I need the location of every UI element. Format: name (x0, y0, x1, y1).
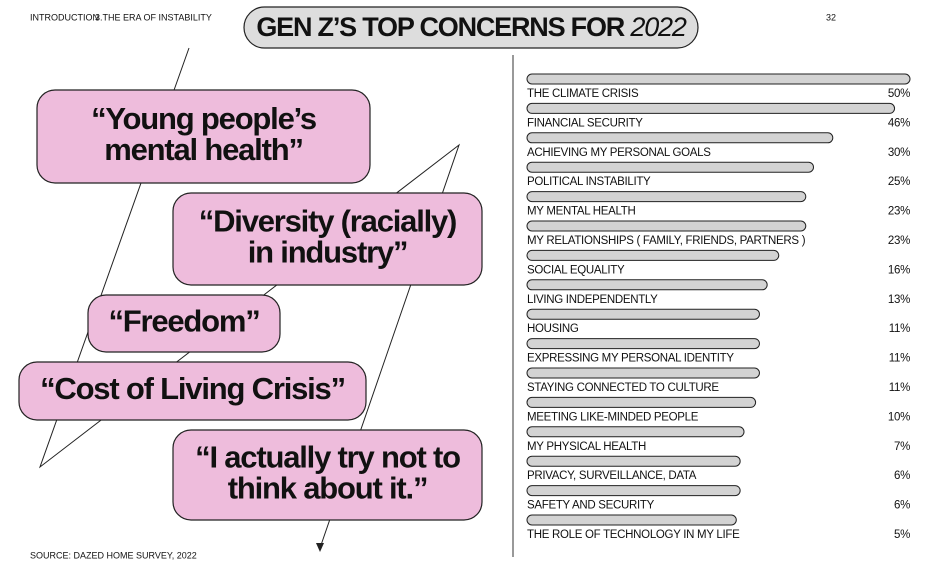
value-label: 46% (888, 117, 910, 129)
category-label: HOUSING (527, 323, 579, 335)
quote-text: “Freedom” (108, 304, 259, 339)
category-label: EXPRESSING MY PERSONAL IDENTITY (527, 353, 734, 365)
value-label: 5% (894, 529, 910, 541)
title-group: GEN Z’S TOP CONCERNS FOR 2022 (256, 12, 687, 42)
page-number: 32 (826, 12, 836, 22)
bar (526, 161, 814, 173)
category-label: PRIVACY, SURVEILLANCE, DATA (527, 470, 697, 482)
category-label: MEETING LIKE-MINDED PEOPLE (527, 411, 699, 423)
category-label: MY PHYSICAL HEALTH (527, 441, 646, 453)
quote-text: in industry” (248, 235, 408, 270)
value-label: 11% (889, 382, 910, 394)
category-label: SOCIAL EQUALITY (527, 264, 625, 276)
bar (526, 338, 760, 350)
bar (526, 455, 741, 467)
bar (526, 102, 896, 114)
category-label: MY RELATIONSHIPS ( FAMILY, FRIENDS, PART… (527, 235, 806, 247)
title-pill (243, 6, 699, 49)
bar (526, 367, 760, 379)
quote-bubble (172, 429, 483, 521)
chart-title: GEN Z’S TOP CONCERNS FOR (256, 12, 624, 42)
bar (526, 485, 741, 497)
value-label: 7% (894, 441, 910, 453)
quote-bubble (172, 192, 483, 286)
chart-title-year: 2022 (629, 12, 686, 42)
quote-text: “Young people’s (91, 101, 316, 136)
value-label: 11% (889, 323, 910, 335)
quote-bubble (87, 294, 281, 353)
category-label: THE ROLE OF TECHNOLOGY IN MY LIFE (527, 529, 740, 541)
category-label: FINANCIAL SECURITY (527, 117, 643, 129)
quote-text: “Diversity (racially) (199, 204, 456, 239)
quote-text: think about it.” (228, 471, 428, 506)
value-label: 50% (888, 88, 910, 100)
value-label: 6% (894, 500, 910, 512)
bar (526, 220, 807, 232)
bar (526, 396, 757, 408)
bar (526, 191, 807, 203)
quote-bubble (18, 361, 367, 421)
category-label: SAFETY AND SECURITY (527, 500, 655, 512)
bar (526, 132, 834, 144)
value-label: 25% (888, 176, 910, 188)
value-label: 13% (888, 294, 910, 306)
bar (526, 249, 780, 261)
bar (526, 426, 745, 438)
value-label: 10% (888, 411, 910, 423)
category-label: THE CLIMATE CRISIS (527, 88, 639, 100)
value-label: 16% (888, 264, 910, 276)
value-label: 6% (894, 470, 910, 482)
chapter: 3.THE ERA OF INSTABILITY (95, 12, 212, 22)
quote-text: “I actually try not to (195, 440, 460, 475)
value-label: 11% (889, 353, 910, 365)
bar (526, 73, 911, 85)
category-label: LIVING INDEPENDENTLY (527, 294, 658, 306)
value-label: 30% (888, 147, 910, 159)
quote-text: mental health” (104, 132, 303, 167)
value-label: 23% (888, 206, 910, 218)
category-label: ACHIEVING MY PERSONAL GOALS (527, 147, 711, 159)
section: INTRODUCTION (30, 12, 99, 22)
bar (526, 514, 737, 526)
bar (526, 279, 768, 291)
source: SOURCE: DAZED HOME SURVEY, 2022 (30, 550, 197, 560)
quote-bubble (36, 89, 371, 184)
quote-text: “Cost of Living Crisis” (40, 371, 345, 406)
value-label: 23% (888, 235, 910, 247)
decor-arrow (316, 543, 324, 552)
category-label: POLITICAL INSTABILITY (527, 176, 651, 188)
bar (526, 308, 760, 320)
category-label: MY MENTAL HEALTH (527, 206, 636, 218)
category-label: STAYING CONNECTED TO CULTURE (527, 382, 719, 394)
